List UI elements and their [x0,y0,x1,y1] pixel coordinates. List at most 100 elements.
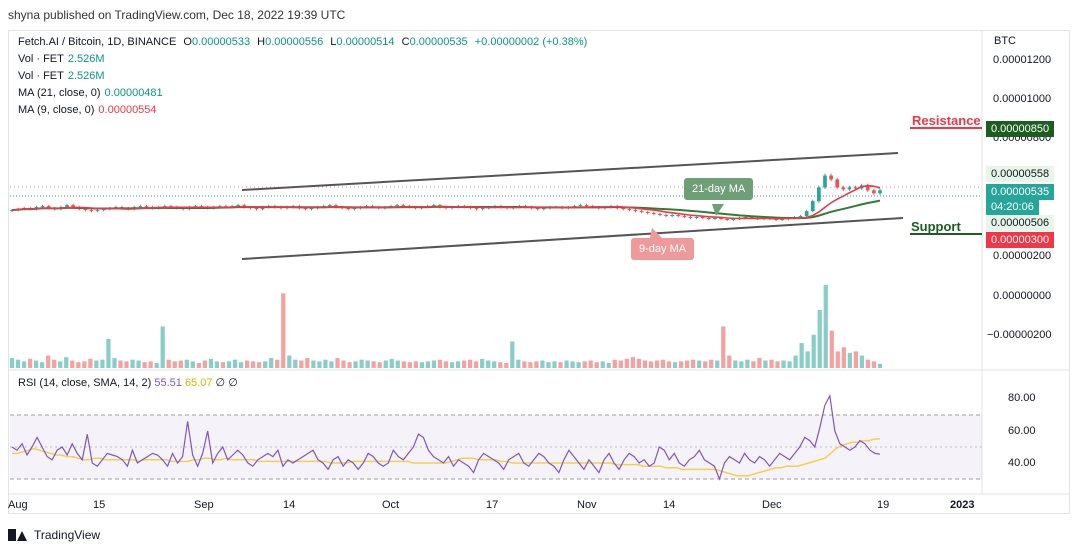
chart-frame[interactable] [8,30,1070,514]
low-label: L [330,36,337,48]
volume-bar [528,362,533,368]
resistance-price-badge: 0.00000850 [986,121,1055,137]
price-tick-1200: 0.00001200 [993,54,1052,66]
candle-body [731,218,736,220]
volume-bar [468,359,473,368]
ma21-price-badge: 0.00000506 [986,215,1055,231]
candle-body [40,206,45,208]
volume-bar [823,285,828,368]
candle-body [645,212,650,214]
volume-bar [847,353,852,368]
last-price-badge: 0.00000535 [986,184,1055,200]
volume-bar [871,361,877,368]
volume-bar [492,361,497,368]
candle-body [694,217,699,218]
volume-bar [685,360,690,368]
volume-bar [805,351,810,368]
volume-bar [540,360,545,368]
volume-bar [70,360,75,368]
published-info: shyna published on TradingView.com, Dec … [8,8,346,22]
ma21-tag: 21-day MA [684,178,754,200]
volume-bar [136,360,141,368]
volume-bar [76,362,81,368]
volume-bar [618,360,623,368]
volume-bar [46,355,51,368]
rsi-value: 55.51 [154,377,182,389]
candle-body [65,205,69,208]
ma9-tag: 9-day MA [631,238,695,260]
volume-bar [106,338,111,368]
candle-body [658,214,662,216]
volume-bar [775,361,780,368]
ma9-price-badge: 0.00000558 [986,166,1055,182]
volume-bar [15,359,21,368]
ma21-tag-pointer [712,204,724,216]
volume-bar [516,359,521,368]
candle-body [535,208,540,210]
open-label: O [183,36,192,48]
rsi-label: RSI (14, close, SMA, 14, 2) [18,377,152,389]
rsi-tick-60: 60.00 [1008,425,1036,437]
volume-bar [510,341,515,368]
volume-bar [365,360,370,368]
time-tick-dec: Dec [762,499,782,511]
volume-bar [437,359,443,368]
volume-bar [281,293,286,368]
time-tick-19: 19 [877,499,890,511]
rsi-sma-line [12,438,881,477]
candle-body [395,205,399,207]
volume-bar [148,361,153,368]
ma21-value: 0.00000481 [104,87,163,99]
rsi-empty-1: ∅ [215,377,226,389]
volume-bar [142,362,147,368]
volume-bar [9,358,15,368]
volume-bar [112,358,117,368]
candle-body [633,210,638,212]
candle-body [303,208,308,210]
volume-bar [413,361,418,368]
candle-body [872,190,876,194]
publish-bar [0,0,1078,30]
candle-body [670,215,675,217]
volume-bars [9,285,883,368]
time-tick-sep: Sep [194,499,214,511]
volume-bar [160,326,165,368]
volume-bar [196,363,201,368]
candle-body [627,209,632,211]
ma9-tag-pointer [650,228,662,238]
time-tick-aug: Aug [8,499,28,511]
ma21-label: MA (21, close, 0) [18,87,101,99]
volume-bar [600,361,605,368]
volume-bar [395,360,400,368]
volume-bar [588,360,593,368]
time-tick-14a: 14 [283,499,296,511]
volume-bar [504,363,509,368]
volume-bar [52,359,57,368]
volume-bar [672,362,678,368]
volume-bar [389,358,394,368]
candle-body [719,217,723,219]
volume-bar [570,361,575,368]
volume-bar [275,359,280,368]
ma9-value: 0.00000554 [98,104,157,116]
volume-bar [238,362,244,368]
volume-bar [859,355,865,368]
volume-bar [88,358,93,368]
volume-bar [58,361,63,368]
volume-bar [311,360,316,368]
volume-bar [21,361,27,368]
candle-body [707,217,711,219]
vol2-value: 2.526M [67,70,105,82]
volume-bar [769,359,774,368]
volume-bar [486,360,491,368]
volume-bar [817,309,822,368]
volume-bar [27,358,33,368]
candle-body [236,205,241,207]
volume-bar [208,358,214,368]
candle-body [651,213,656,215]
volume-bar [461,360,467,368]
volume-bar [251,361,256,368]
resistance-label: Resistance [912,113,981,128]
volume-bar [865,359,871,368]
